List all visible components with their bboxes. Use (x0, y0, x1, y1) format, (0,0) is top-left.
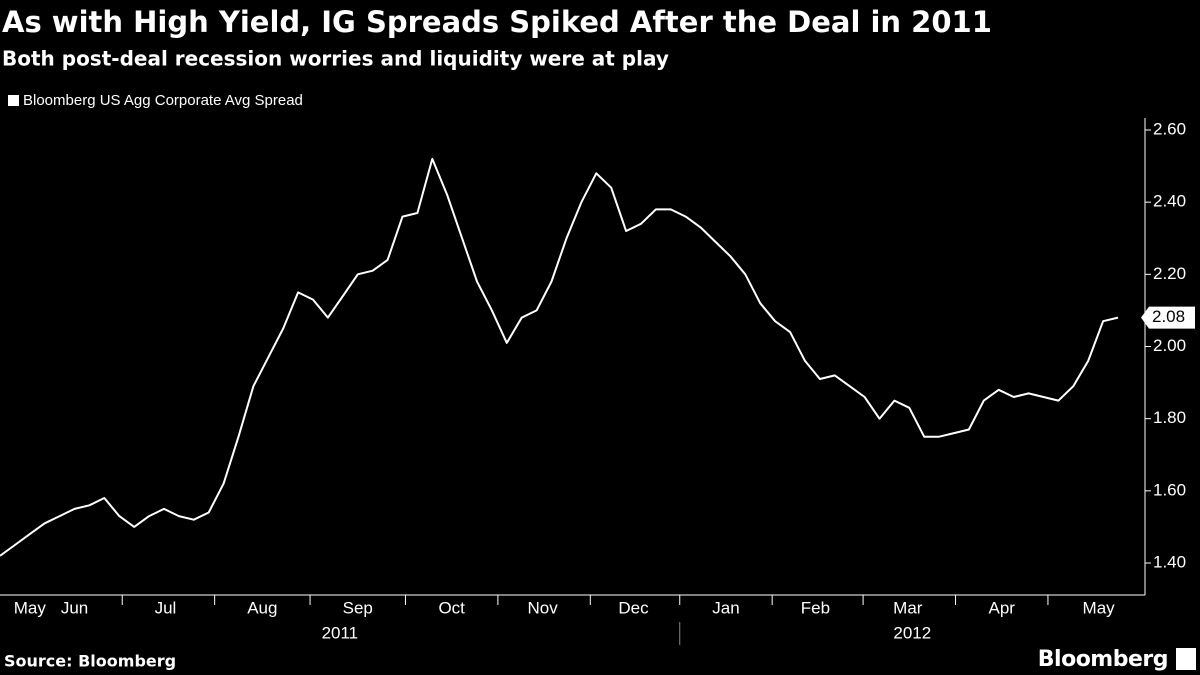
last-value-label: 2.08 (1152, 307, 1185, 326)
x-tick-label: Oct (438, 598, 465, 617)
x-tick-label: Feb (801, 598, 830, 617)
chart-subtitle: Both post-deal recession worries and liq… (2, 47, 669, 71)
x-tick-label: Jan (712, 598, 739, 617)
x-tick-label: Apr (988, 598, 1015, 617)
last-value-box (1141, 306, 1195, 329)
x-tick-label: Mar (893, 598, 923, 617)
y-tick-label: 2.00 (1153, 336, 1186, 355)
logo-icon (1176, 648, 1196, 670)
y-tick-label: 1.40 (1153, 552, 1186, 571)
y-tick-label: 2.20 (1153, 264, 1186, 283)
x-tick-label: Nov (527, 598, 558, 617)
series-line (0, 157, 1119, 557)
legend-swatch (8, 95, 19, 106)
y-tick-label: 1.80 (1153, 408, 1186, 427)
x-tick-label: Jul (155, 598, 177, 617)
x-tick-label: May (1083, 598, 1116, 617)
year-label: 2011 (322, 623, 359, 642)
source: Source: Bloomberg (4, 652, 176, 671)
logo: Bloomberg (1038, 647, 1168, 672)
x-tick-label: May (14, 598, 47, 617)
x-tick-label: Sep (343, 598, 373, 617)
x-tick-label: Jun (61, 598, 88, 617)
year-label: 2012 (893, 623, 931, 642)
y-tick-label: 1.60 (1153, 480, 1186, 499)
chart-title: As with High Yield, IG Spreads Spiked Af… (2, 5, 992, 39)
x-tick-label: Aug (247, 598, 277, 617)
legend-label: Bloomberg US Agg Corporate Avg Spread (23, 92, 303, 109)
x-tick-label: Dec (618, 598, 649, 617)
y-tick-label: 2.60 (1153, 119, 1186, 138)
y-tick-label: 2.40 (1153, 192, 1186, 211)
